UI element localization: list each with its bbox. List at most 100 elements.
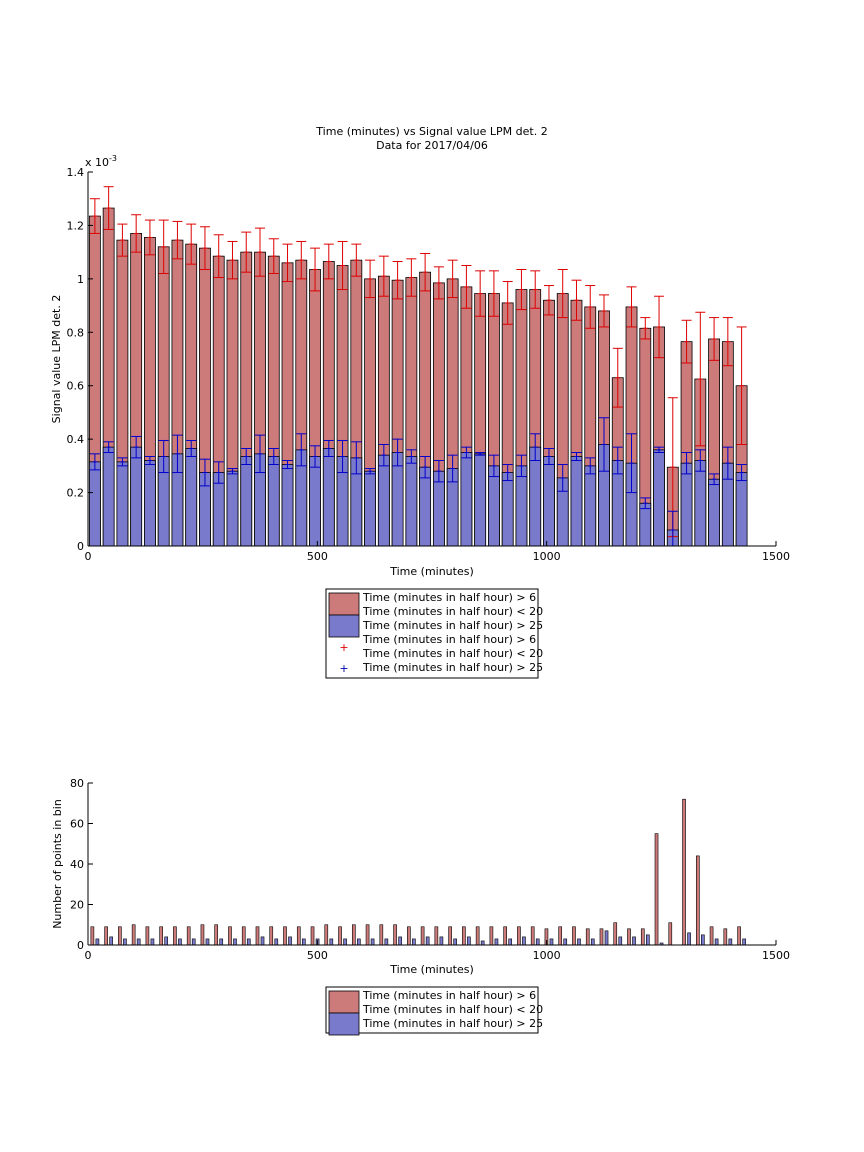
blue-count-bar	[123, 938, 127, 946]
blue-count-bar	[384, 938, 389, 946]
blue-bar	[281, 464, 294, 547]
top-chart-x-tick-label: 0	[85, 550, 92, 563]
top-chart-x-ticks: 0 500 1000 1500	[85, 541, 790, 563]
blue-count-bar	[632, 936, 636, 946]
red-count-bar	[709, 926, 714, 946]
red-count-bar	[640, 928, 645, 946]
blue-bar	[419, 466, 432, 547]
chart-title: Time (minutes) vs Signal value LPM det. …	[315, 125, 547, 138]
blue-bar	[130, 446, 143, 547]
red-count-bar	[310, 926, 315, 946]
bottom-chart-x-tick-label: 1000	[533, 949, 561, 962]
red-count-bar	[668, 922, 673, 946]
blue-bar	[116, 461, 129, 547]
red-count-bar	[104, 926, 108, 946]
blue-bar	[708, 478, 720, 547]
blue-count-bar	[398, 936, 402, 946]
red-count-bar	[530, 926, 535, 946]
blue-count-bar	[618, 936, 623, 946]
top-legend-box	[325, 588, 539, 679]
red-count-bar	[241, 926, 246, 946]
red-count-bar	[723, 928, 728, 946]
top-chart-y-tick-label: 0	[77, 540, 84, 553]
bottom-chart-x-tick-label: 1500	[762, 949, 790, 962]
blue-count-bar	[549, 938, 554, 946]
top-chart-x-label: Time (minutes)	[389, 565, 474, 578]
blue-bar	[639, 502, 652, 547]
bottom-chart-bars	[90, 798, 746, 946]
red-count-bar	[462, 926, 466, 946]
blue-count-bar	[508, 938, 513, 946]
blue-count-bar	[191, 938, 196, 946]
red-count-bar	[448, 926, 452, 946]
blue-count-bar	[728, 938, 733, 946]
red-count-bar	[324, 924, 329, 946]
bottom-legend-label-1: Time (minutes in half hour) > 6	[362, 989, 536, 1002]
red-count-bar	[379, 924, 384, 946]
blue-count-bar	[645, 934, 650, 946]
top-chart-error-bars	[89, 186, 747, 547]
bottom-legend-swatch-blue	[328, 1012, 360, 1036]
top-chart-y-tick-label: 1.4	[67, 166, 85, 179]
top-chart-y-tick-label: 1.2	[67, 219, 85, 232]
top-chart-exponent-label: x 10-3	[85, 154, 117, 169]
blue-bar	[460, 452, 473, 547]
blue-bar	[694, 460, 707, 547]
red-count-bar	[269, 926, 274, 946]
red-count-bar	[200, 924, 205, 946]
blue-count-bar	[205, 938, 210, 946]
blue-bar	[364, 470, 376, 547]
bottom-legend-label-2: Time (minutes in half hour) < 20	[362, 1003, 543, 1016]
blue-bar	[144, 460, 156, 547]
red-count-bar	[407, 926, 411, 946]
red-count-bar	[186, 926, 191, 946]
blue-count-bar	[563, 938, 568, 946]
bottom-chart-y-tick-label: 0	[77, 939, 84, 952]
blue-count-bar	[164, 936, 169, 946]
red-count-bar	[131, 924, 136, 946]
top-legend-label-6: Time (minutes in half hour) > 25	[362, 661, 543, 674]
red-count-bar	[695, 855, 700, 946]
blue-count-bar	[178, 938, 182, 946]
blue-bar	[377, 454, 390, 547]
blue-count-bar	[590, 938, 595, 946]
red-count-bar	[682, 798, 686, 946]
top-chart-legend: Time (minutes in half hour) > 6 Time (mi…	[325, 588, 543, 679]
blue-count-bar	[219, 938, 224, 946]
bottom-chart-y-ticks: 0 20 40 60 80	[70, 777, 93, 952]
blue-bar	[102, 446, 115, 547]
red-count-bar	[145, 926, 150, 946]
blue-bar	[584, 465, 597, 547]
top-legend-marker-blue: +	[339, 662, 348, 675]
bottom-legend-swatch-red	[328, 990, 360, 1014]
blue-count-bar	[329, 938, 334, 946]
blue-bar	[474, 453, 487, 547]
blue-count-bar	[742, 938, 746, 946]
blue-bar	[570, 456, 583, 547]
blue-count-bar	[357, 938, 361, 946]
red-count-bar	[434, 926, 439, 946]
top-legend-swatch-red	[328, 592, 360, 616]
blue-count-bar	[150, 938, 155, 946]
blue-bar	[88, 461, 101, 547]
red-count-bar	[475, 926, 480, 946]
blue-count-bar	[233, 938, 237, 946]
blue-bar	[391, 452, 404, 547]
red-count-bar	[613, 922, 618, 946]
top-chart-y-tick-label: 1	[77, 273, 84, 286]
blue-bar	[735, 472, 748, 547]
blue-count-bar	[301, 938, 306, 946]
blue-count-bar	[494, 938, 499, 946]
blue-bar	[488, 465, 500, 547]
bottom-legend-box	[325, 986, 539, 1034]
bottom-chart-y-tick-label: 80	[70, 777, 84, 790]
blue-count-bar	[714, 938, 719, 946]
blue-count-bar	[370, 938, 375, 946]
bottom-chart-x-tick-label: 0	[85, 949, 92, 962]
top-legend-label-2: Time (minutes in half hour) < 20	[362, 605, 543, 618]
top-chart-y-tick-label: 0.2	[67, 487, 85, 500]
red-count-bar	[503, 926, 507, 946]
red-count-bar	[173, 926, 177, 946]
